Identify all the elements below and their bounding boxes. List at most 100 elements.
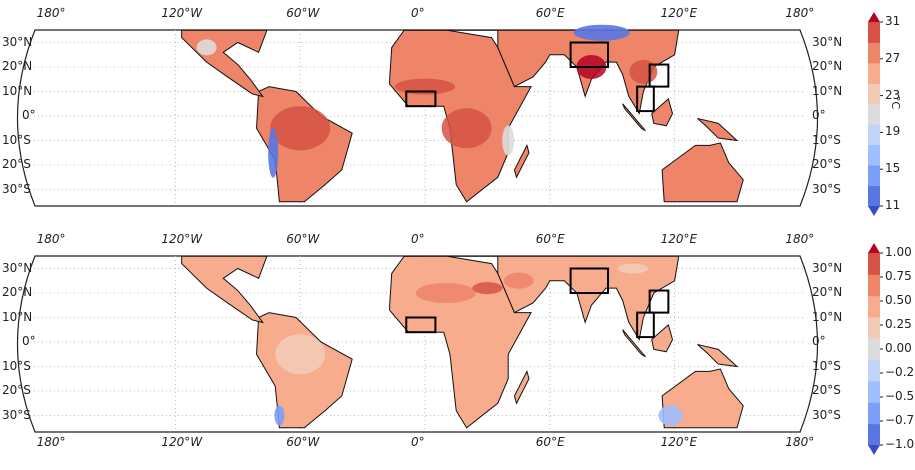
value-patch (472, 282, 503, 295)
lon-label-top: 120°E (660, 6, 698, 20)
cool-value-patch (196, 39, 217, 56)
lon-label-top: 120°W (161, 232, 203, 246)
study-region-box (648, 289, 670, 314)
colorbar-segment (868, 185, 880, 207)
lon-label-bottom: 180° (785, 435, 815, 449)
lon-label-top: 120°E (660, 232, 698, 246)
lat-label-right: 10°N (812, 309, 843, 324)
lat-label-right: 10°N (812, 83, 843, 98)
colorbar-tick-label: −0.5 (885, 389, 915, 403)
study-region-box (405, 316, 437, 334)
lat-label-left: 30°S (2, 181, 31, 196)
colorbar-segment (868, 423, 880, 446)
new-guinea-landmass (697, 343, 739, 368)
colorbar-segment (868, 295, 880, 318)
colorbar-top (868, 12, 883, 216)
colorbar-tick-label: 19 (885, 124, 901, 139)
colorbar-tick-label: 0.75 (885, 269, 912, 283)
colorbar-segment (868, 22, 880, 43)
new-guinea-landmass (697, 117, 739, 142)
lat-label-right: 10°S (812, 132, 841, 147)
lon-label-top: 60°E (535, 232, 565, 246)
sumatra-landmass (622, 103, 646, 132)
colorbar-tick-label: −1.0 (885, 437, 915, 451)
lat-label-left: 30°N (2, 260, 33, 275)
colorbar-extend-min (868, 445, 880, 455)
colorbar-extend-max (868, 243, 880, 253)
colorbar-segment (868, 338, 880, 361)
lon-label-top: 180° (36, 6, 66, 20)
lon-label-top: 0° (411, 232, 425, 246)
colorbar-tick-label: 31 (885, 14, 901, 28)
colorbar-segment (868, 402, 880, 425)
colorbar-segment (868, 144, 880, 166)
lat-label-right: 0° (812, 108, 826, 122)
lon-label-top: 60°W (286, 6, 320, 20)
lon-label-bottom: 120°W (161, 435, 203, 449)
lat-label-right: 20°N (812, 285, 843, 299)
lat-label-right: 30°N (812, 34, 843, 49)
lon-label-bottom: 0° (411, 435, 425, 449)
lat-label-left: 10°S (2, 358, 31, 373)
map-frame (16, 29, 819, 207)
lat-label-left: 10°S (2, 132, 31, 147)
borneo-landmass (651, 323, 674, 353)
colorbar-tick-label: 1.00 (885, 245, 912, 259)
colorbar-tick-label: 0.25 (885, 317, 912, 331)
lon-label-top: 120°W (161, 6, 203, 20)
lat-label-left: 30°S (2, 407, 31, 422)
colorbar-segment (868, 359, 880, 382)
colorbar-tick-label: 15 (885, 161, 901, 176)
value-patch (270, 106, 331, 151)
value-patch (629, 59, 658, 84)
colorbar-segment (868, 62, 880, 84)
colorbar-segment (868, 317, 880, 339)
map-frame (16, 255, 819, 433)
lat-label-right: 0° (812, 334, 826, 348)
colorbar-segment (868, 274, 880, 297)
cool-value-patch (618, 263, 648, 274)
value-patch (503, 272, 534, 289)
australia-landmass (661, 368, 744, 429)
lat-label-left: 20°N (2, 285, 33, 299)
study-region-box (636, 85, 655, 113)
lat-label-left: 20°S (2, 383, 31, 397)
colorbar-extend-min (868, 206, 880, 216)
lon-label-bottom: 120°E (660, 435, 698, 449)
lat-label-left: 30°N (2, 34, 33, 49)
lon-label-top: 180° (36, 232, 66, 246)
colorbar-tick-label: −0.2 (885, 365, 915, 379)
lat-label-right: 30°S (812, 407, 841, 422)
lat-label-right: 30°N (812, 260, 843, 275)
lon-label-bottom: 60°W (286, 435, 320, 449)
colorbar-tick-label: 23 (885, 87, 901, 102)
madagascar-landmass (513, 144, 530, 179)
lat-label-left: 10°N (2, 83, 33, 98)
colorbar-tick-label: 0.00 (885, 341, 912, 355)
lat-label-right: 20°S (812, 383, 841, 397)
study-region-box (405, 90, 437, 108)
study-region-box (636, 311, 655, 339)
lat-label-right: 10°S (812, 358, 841, 373)
colorbar-tick-label: 11 (885, 198, 901, 212)
colorbar-tick-label: −0.7 (885, 413, 915, 427)
lon-label-top: 0° (411, 6, 425, 20)
lat-label-left: 10°N (2, 309, 33, 324)
colorbar-segment (868, 103, 880, 125)
lat-label-right: 20°S (812, 157, 841, 171)
colorbar-bottom (868, 243, 883, 455)
cool-value-patch (573, 24, 630, 41)
lat-label-right: 20°N (812, 59, 843, 73)
colorbar-tick-label: 27 (885, 50, 901, 65)
lat-label-left: 20°N (2, 59, 33, 73)
map-panel-bottom (16, 255, 819, 433)
central-america-landmass (181, 255, 268, 324)
borneo-landmass (651, 97, 674, 127)
value-patch (415, 283, 476, 303)
cool-value-patch (274, 405, 285, 426)
colorbar-segment (868, 165, 880, 187)
lat-label-left: 0° (22, 108, 36, 122)
colorbar-extend-max (868, 12, 880, 22)
lon-label-top: 60°E (535, 6, 565, 20)
